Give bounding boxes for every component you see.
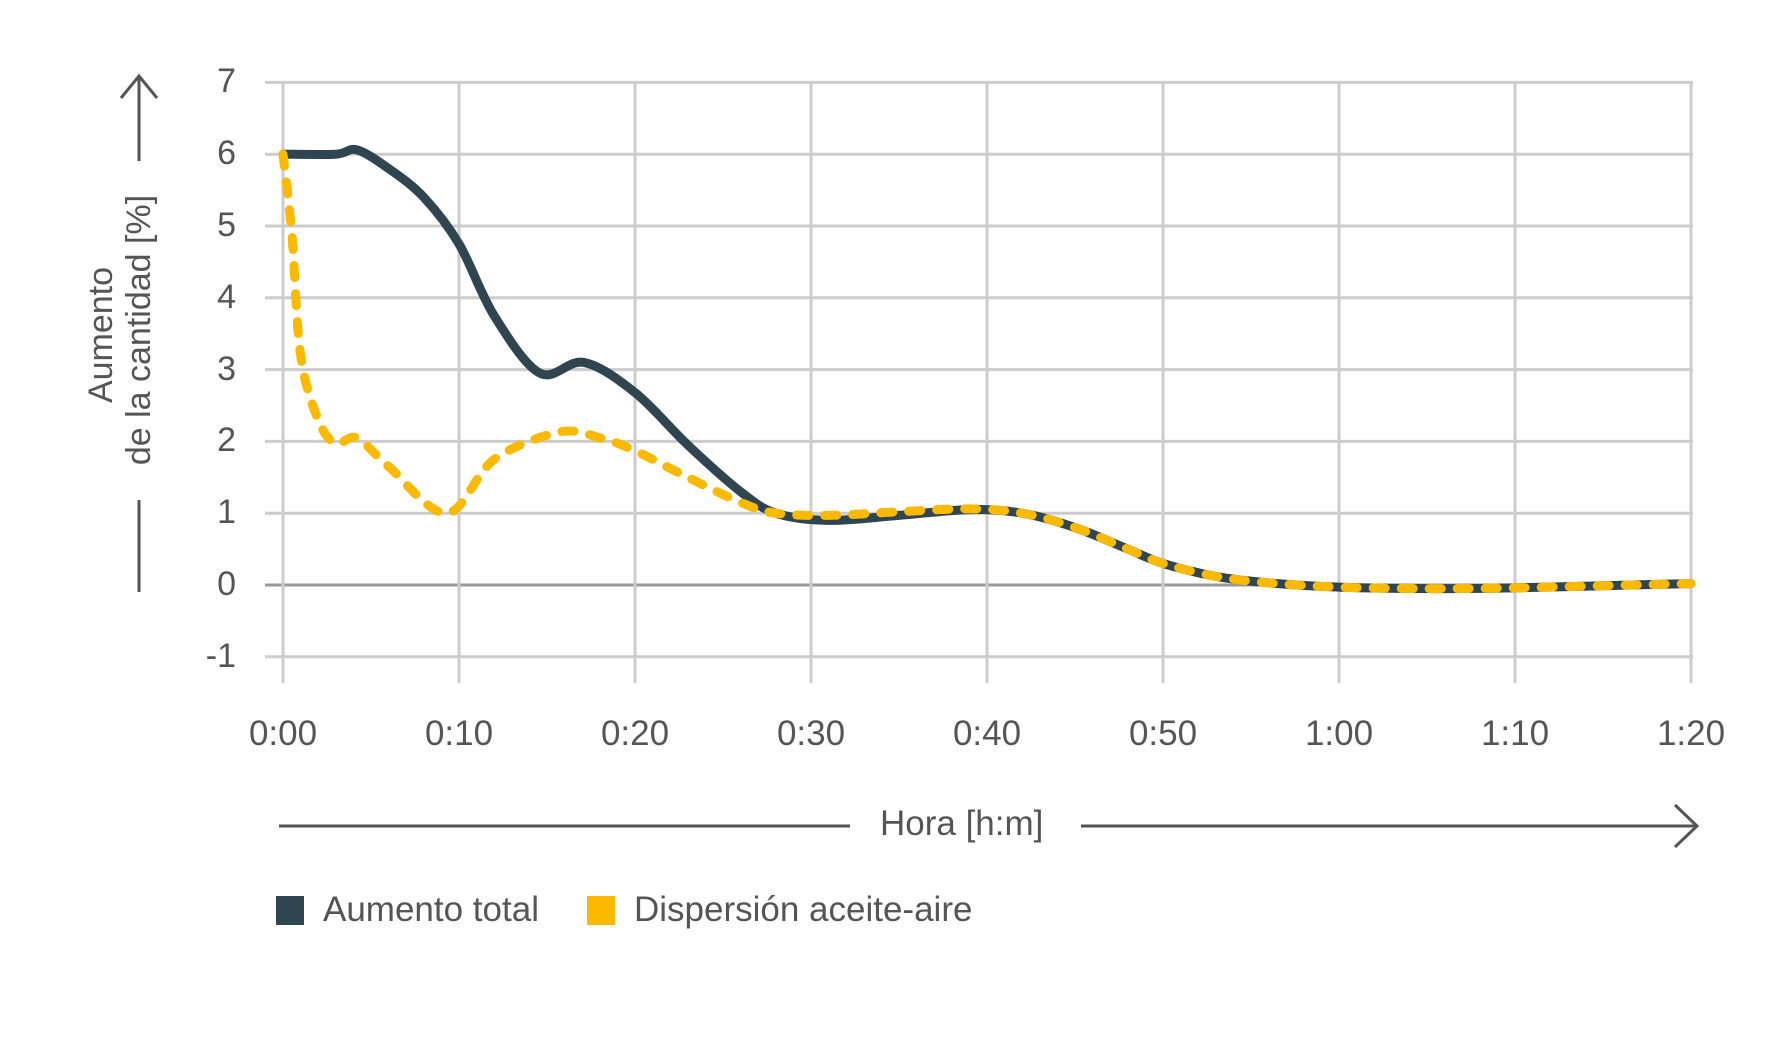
grid-lines xyxy=(265,80,1693,683)
y-tick-label: 1 xyxy=(217,493,236,532)
x-tick-label: 0:40 xyxy=(952,714,1022,753)
y-axis-label-line2: de la cantidad [%] xyxy=(120,194,158,466)
legend-item-dispersion: Dispersión aceite-aire xyxy=(586,890,973,930)
legend: Aumento total Dispersión aceite-aire xyxy=(276,890,1020,930)
legend-item-aumento-total: Aumento total xyxy=(276,890,539,930)
y-tick-label: -1 xyxy=(205,636,236,675)
series-lines xyxy=(278,144,1696,594)
y-tick-label: 5 xyxy=(217,206,236,244)
legend-label: Aumento total xyxy=(323,890,539,929)
x-tick-label: 0:10 xyxy=(424,714,494,753)
x-tick-label: 1:10 xyxy=(1480,714,1550,753)
y-tick-label: 6 xyxy=(217,134,236,173)
y-tick-label: 7 xyxy=(217,62,236,101)
x-tick-label: 0:20 xyxy=(600,714,670,753)
legend-swatch-yellow-icon xyxy=(586,895,615,925)
y-tick-label: 2 xyxy=(217,421,236,460)
x-axis-arrow-icon xyxy=(279,803,1700,849)
y-tick-label: 0 xyxy=(217,565,236,603)
y-tick-label: 3 xyxy=(217,349,236,388)
x-tick-label: 1:00 xyxy=(1304,714,1374,753)
legend-swatch-dark-icon xyxy=(276,895,304,925)
y-axis-arrow-icon xyxy=(119,73,159,592)
legend-label: Dispersión aceite-aire xyxy=(633,890,973,929)
x-tick-label: 0:50 xyxy=(1128,714,1198,753)
y-tick-label: 4 xyxy=(217,277,236,316)
series-line-dispersion xyxy=(278,149,1696,594)
x-tick-label: 1:20 xyxy=(1656,714,1726,753)
x-tick-label: 0:00 xyxy=(248,714,318,753)
x-tick-label: 0:30 xyxy=(776,714,846,753)
x-axis-label: Hora [h:m] xyxy=(880,804,1044,843)
y-axis-label-line1: Aumento xyxy=(82,266,120,404)
